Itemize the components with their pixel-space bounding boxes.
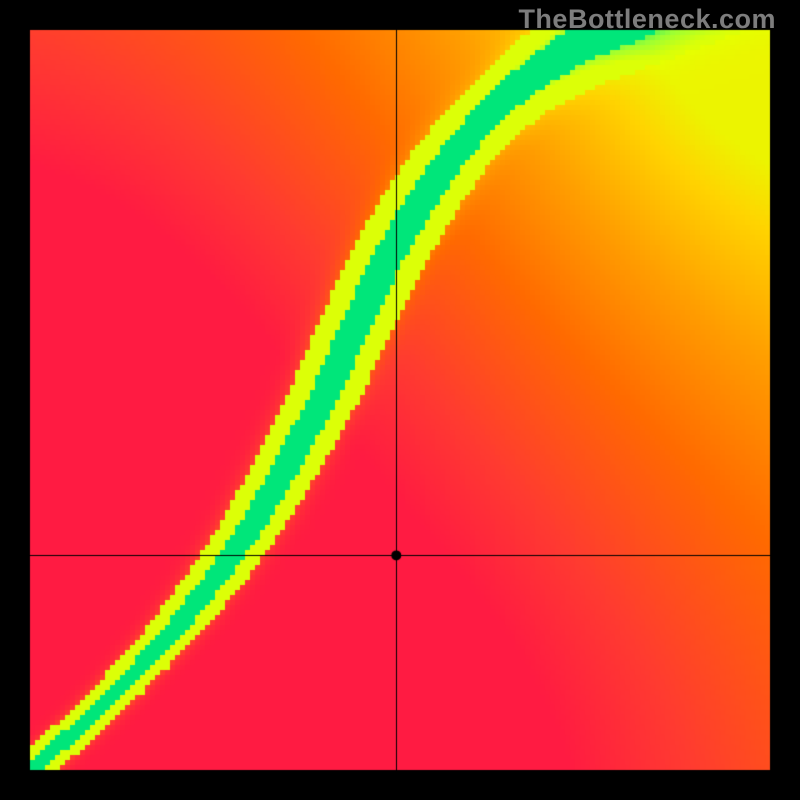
watermark-text: TheBottleneck.com [518,4,776,35]
bottleneck-heatmap [0,0,800,800]
chart-container: TheBottleneck.com [0,0,800,800]
